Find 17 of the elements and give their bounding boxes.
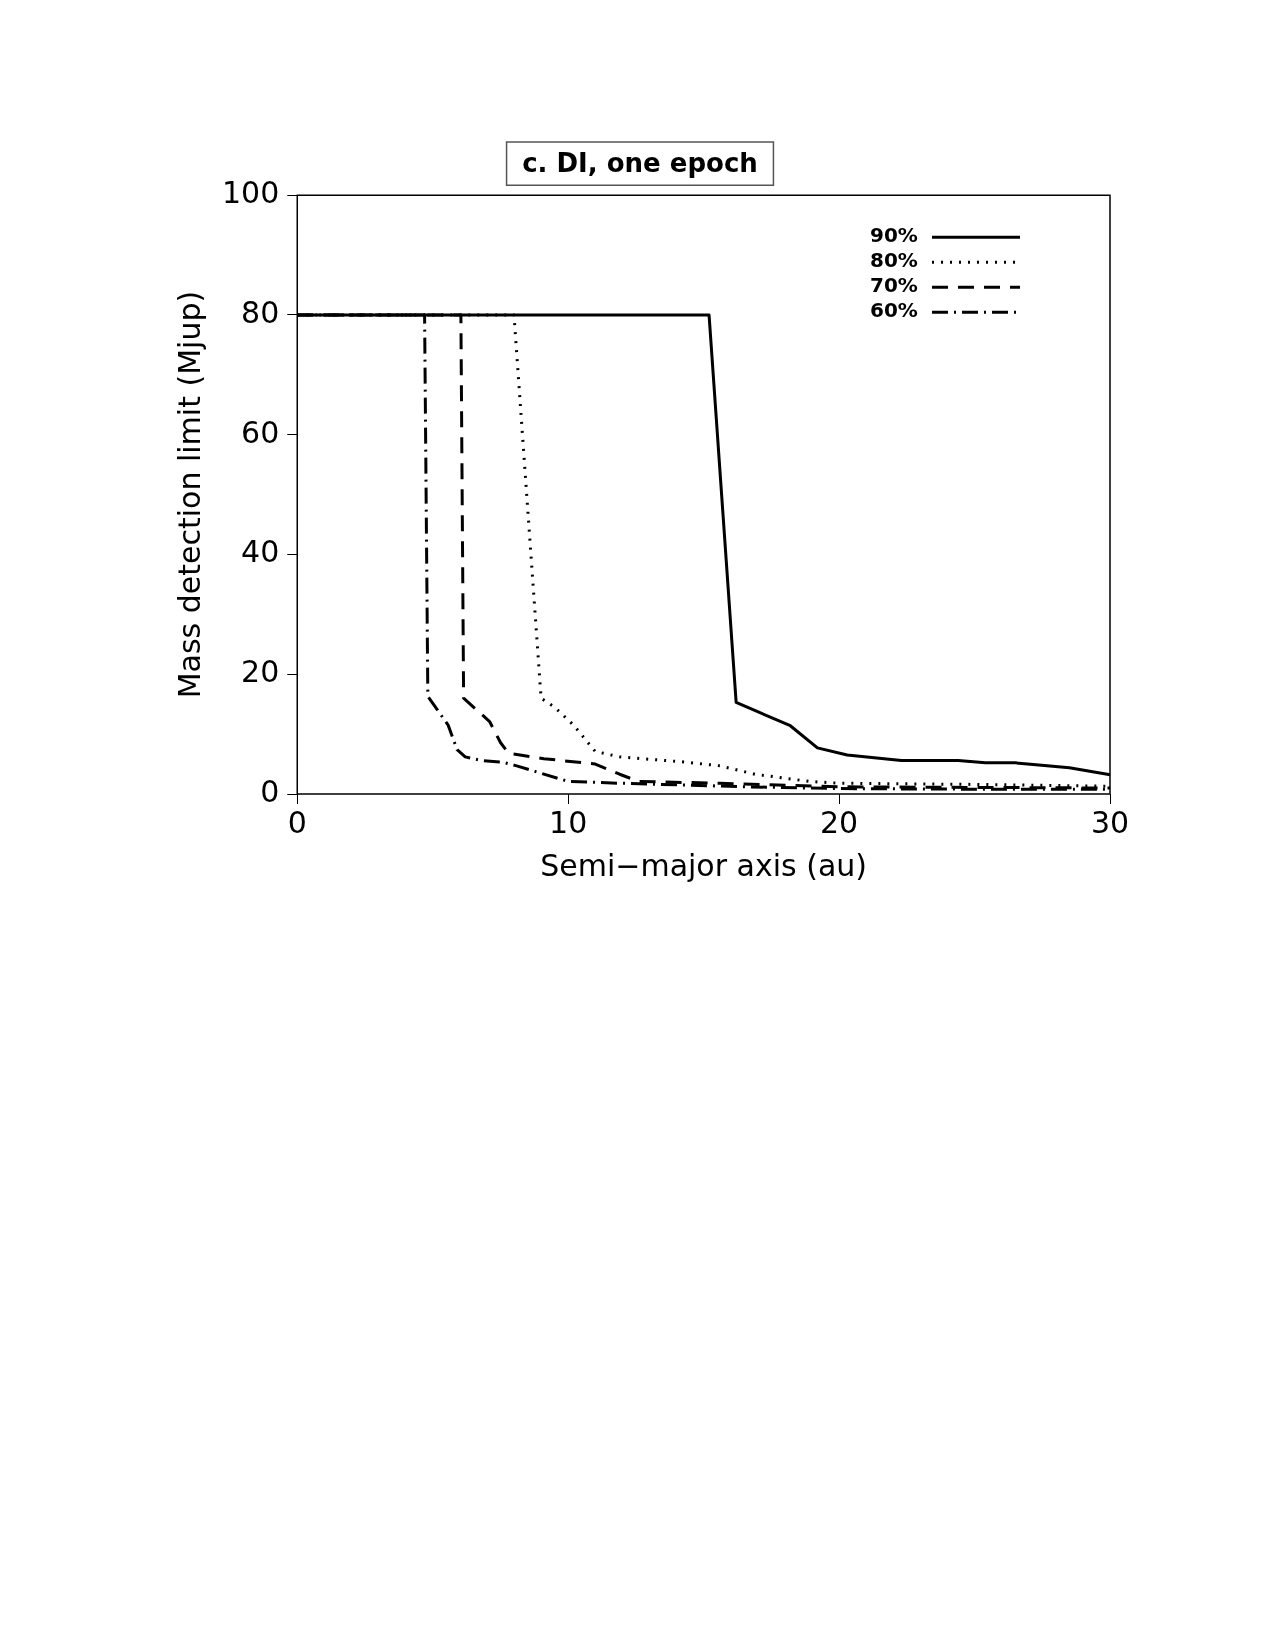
- y-tick-label: 60: [241, 414, 280, 450]
- y-tick-label: 80: [241, 294, 280, 330]
- legend-label: 70%: [870, 273, 918, 298]
- y-axis-title: Mass detection limit (Mjup): [171, 290, 207, 699]
- legend-label: 60%: [870, 298, 918, 323]
- y-tick-label: 100: [222, 175, 280, 210]
- chart-title: c. DI, one epoch: [522, 148, 758, 179]
- y-tick-label: 20: [241, 654, 280, 690]
- legend-label: 90%: [870, 223, 918, 248]
- x-tick-label: 0: [287, 804, 307, 840]
- x-axis-title: Semi−major axis (au): [540, 847, 868, 883]
- x-tick-label: 10: [549, 804, 588, 840]
- x-tick-label: 20: [819, 804, 859, 840]
- x-tick-label: 30: [1090, 804, 1130, 840]
- y-tick-label: 0: [260, 773, 280, 809]
- y-tick-label: 40: [241, 534, 280, 570]
- legend-label: 80%: [870, 248, 918, 273]
